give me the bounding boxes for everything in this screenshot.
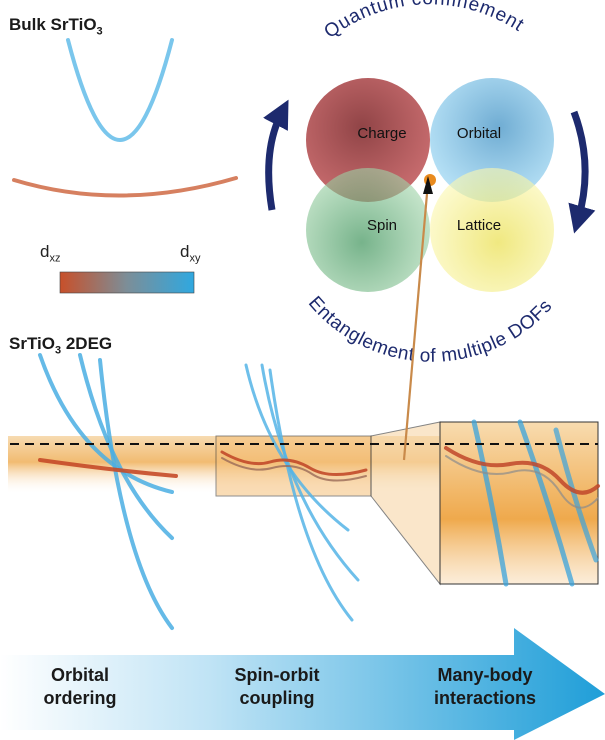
orbital-label: Orbital	[457, 125, 501, 142]
orbital-colorbar	[59, 271, 195, 294]
spin-circle	[306, 168, 430, 292]
dxz-band	[12, 176, 238, 198]
entanglement-label: Entanglement of multiple DOFs	[304, 292, 557, 366]
twodeg-title: SrTiO3 2DEG	[9, 334, 113, 357]
stage-spin-orbit-coupling: Spin-orbit coupling	[234, 665, 320, 708]
charge-label: Charge	[357, 125, 406, 142]
colorbar-left-label: dxz	[40, 242, 61, 265]
quantum-confinement-label: Quantum confinement	[320, 0, 527, 43]
charge-circle	[306, 78, 430, 202]
pointer-line	[402, 181, 430, 461]
dxy-band	[66, 38, 174, 142]
lattice-label: Lattice	[457, 217, 501, 234]
stage2-bands	[220, 363, 368, 622]
pointer-arrowhead	[423, 176, 433, 194]
spin-label: Spin	[367, 217, 397, 234]
stage-many-body-interactions: Many-body interactions	[433, 665, 537, 708]
stage-orbital-ordering: Orbital ordering	[43, 665, 117, 708]
progression-arrow	[0, 628, 605, 740]
stage1-bands	[38, 353, 178, 630]
stage3-bands	[444, 419, 600, 587]
many-body-box	[439, 421, 599, 585]
colorbar-right-label: dxy	[180, 242, 201, 265]
bulk-band-diagram	[12, 38, 238, 198]
orbital-circle	[430, 78, 554, 202]
dof-venn	[306, 78, 554, 292]
bulk-title: Bulk SrTiO3	[9, 15, 103, 38]
lattice-circle	[430, 168, 554, 292]
right-cycle-arrow	[568, 110, 596, 234]
left-cycle-arrow	[263, 99, 289, 211]
